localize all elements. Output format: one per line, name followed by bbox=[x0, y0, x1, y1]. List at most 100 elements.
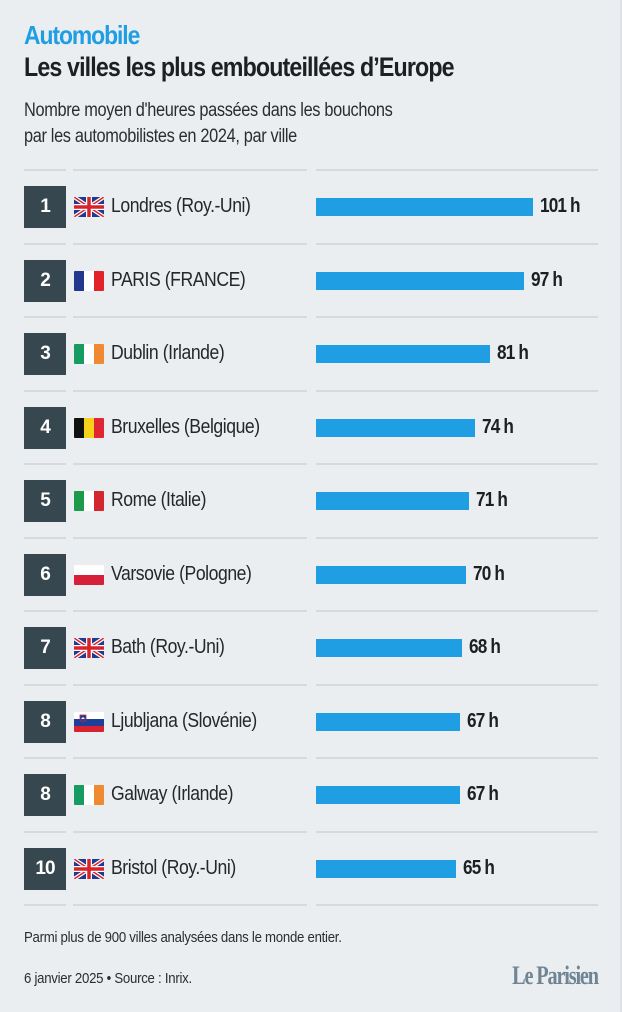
row-separator bbox=[316, 610, 598, 612]
row-separator bbox=[24, 904, 66, 906]
city-label: PARIS (FRANCE) bbox=[111, 268, 246, 291]
ranking-row: 2 PARIS (FRANCE) 97 h bbox=[0, 244, 622, 318]
row-separator bbox=[316, 242, 598, 245]
row-separator bbox=[316, 389, 598, 392]
row-separator bbox=[316, 316, 598, 318]
ireland-flag-icon bbox=[74, 785, 104, 805]
bar bbox=[316, 198, 533, 216]
city-label: Ljubljana (Slovénie) bbox=[111, 709, 257, 732]
row-separator bbox=[73, 389, 307, 392]
bar bbox=[316, 418, 475, 437]
rank-badge: 3 bbox=[24, 333, 66, 375]
city-label: Bristol (Roy.-Uni) bbox=[111, 856, 236, 879]
row-separator bbox=[24, 536, 66, 539]
row-separator bbox=[73, 536, 307, 539]
value-label: 101 h bbox=[540, 195, 581, 217]
row-separator bbox=[316, 904, 598, 906]
rank-badge: 5 bbox=[24, 480, 66, 522]
ranking-row: 8 Galway (Irlande) 67 h bbox=[0, 758, 622, 832]
row-separator bbox=[316, 757, 598, 759]
city-label: Bruxelles (Belgique) bbox=[111, 415, 260, 438]
value-label: 65 h bbox=[462, 856, 495, 879]
row-separator bbox=[73, 169, 307, 171]
row-separator bbox=[316, 536, 598, 539]
row-separator bbox=[316, 463, 598, 465]
city-label: Dublin (Irlande) bbox=[111, 342, 225, 364]
source-line: 6 janvier 2025 • Source : Inrix. bbox=[24, 970, 192, 987]
row-separator bbox=[24, 757, 66, 759]
subtitle-line-2: par les automobilistes en 2024, par vill… bbox=[24, 126, 297, 147]
row-separator bbox=[73, 757, 307, 759]
ranking-row: 10 Bristol (Roy.-Uni) 65 h bbox=[0, 832, 622, 906]
uk-flag-icon bbox=[74, 197, 104, 217]
ranking-row: 8 Ljubljana (Slovénie) 67 h bbox=[0, 685, 622, 759]
row-separator bbox=[73, 683, 307, 686]
row-separator bbox=[24, 463, 66, 465]
row-separator bbox=[24, 830, 66, 833]
city-label: Galway (Irlande) bbox=[111, 783, 234, 805]
value-label: 81 h bbox=[497, 342, 529, 364]
row-separator bbox=[73, 610, 307, 612]
bar bbox=[316, 271, 525, 290]
ireland-flag-icon bbox=[74, 344, 104, 364]
ranking-row: 1 Londres (Roy.-Uni) 101 h bbox=[0, 170, 622, 244]
rank-badge: 8 bbox=[24, 774, 66, 816]
le-parisien-logo: Le Parisien bbox=[512, 961, 599, 990]
uk-flag-icon bbox=[74, 858, 104, 879]
row-separator bbox=[316, 683, 598, 686]
city-label: Bath (Roy.-Uni) bbox=[111, 636, 225, 658]
ranking-row: 4 Bruxelles (Belgique) 74 h bbox=[0, 391, 622, 465]
bar bbox=[316, 492, 469, 510]
rank-badge: 4 bbox=[24, 406, 66, 449]
value-label: 97 h bbox=[531, 268, 563, 291]
row-separator bbox=[73, 830, 307, 833]
rank-badge: 8 bbox=[24, 700, 66, 743]
right-border bbox=[620, 0, 622, 1012]
row-separator bbox=[316, 169, 598, 171]
city-label: Varsovie (Pologne) bbox=[111, 562, 252, 585]
row-separator bbox=[24, 169, 66, 171]
ranking-row: 3 Dublin (Irlande) 81 h bbox=[0, 317, 622, 391]
rank-badge: 7 bbox=[24, 627, 66, 669]
belgium-flag-icon bbox=[74, 417, 104, 438]
row-separator bbox=[24, 683, 66, 686]
bar bbox=[316, 859, 456, 878]
ranking-row: 7 Bath (Roy.-Uni) 68 h bbox=[0, 611, 622, 685]
row-separator bbox=[73, 242, 307, 245]
rank-badge: 10 bbox=[24, 847, 66, 890]
slovenia-flag-icon bbox=[74, 711, 104, 732]
row-separator bbox=[73, 463, 307, 465]
row-separator bbox=[73, 316, 307, 318]
city-label: Rome (Italie) bbox=[111, 489, 207, 511]
rank-badge: 2 bbox=[24, 259, 66, 302]
ranking-row: 6 Varsovie (Pologne) 70 h bbox=[0, 538, 622, 612]
chart-title: Les villes les plus embouteillées d’Euro… bbox=[24, 52, 455, 82]
value-label: 67 h bbox=[466, 709, 499, 732]
subtitle-line-1: Nombre moyen d'heures passées dans les b… bbox=[24, 100, 393, 121]
row-separator bbox=[24, 389, 66, 392]
rank-badge: 1 bbox=[24, 186, 66, 228]
france-flag-icon bbox=[74, 270, 104, 291]
row-separator bbox=[73, 904, 307, 906]
bar bbox=[316, 565, 467, 584]
chart-subtitle: Nombre moyen d'heures passées dans les b… bbox=[24, 98, 622, 150]
footnote: Parmi plus de 900 villes analysées dans … bbox=[24, 929, 342, 946]
bar bbox=[316, 712, 460, 731]
uk-flag-icon bbox=[74, 638, 104, 658]
city-label: Londres (Roy.-Uni) bbox=[111, 195, 251, 217]
bar bbox=[316, 345, 491, 363]
value-label: 67 h bbox=[466, 783, 499, 805]
kicker: Automobile bbox=[24, 20, 140, 50]
rank-badge: 6 bbox=[24, 553, 66, 596]
row-separator bbox=[24, 242, 66, 245]
bar bbox=[316, 639, 463, 657]
value-label: 74 h bbox=[481, 415, 514, 438]
bar bbox=[316, 786, 460, 804]
value-label: 68 h bbox=[469, 636, 501, 658]
italy-flag-icon bbox=[74, 491, 104, 511]
value-label: 71 h bbox=[475, 489, 508, 511]
value-label: 70 h bbox=[473, 562, 505, 585]
ranking-row: 5 Rome (Italie) 71 h bbox=[0, 464, 622, 538]
row-separator bbox=[24, 316, 66, 318]
row-separator bbox=[316, 830, 598, 833]
